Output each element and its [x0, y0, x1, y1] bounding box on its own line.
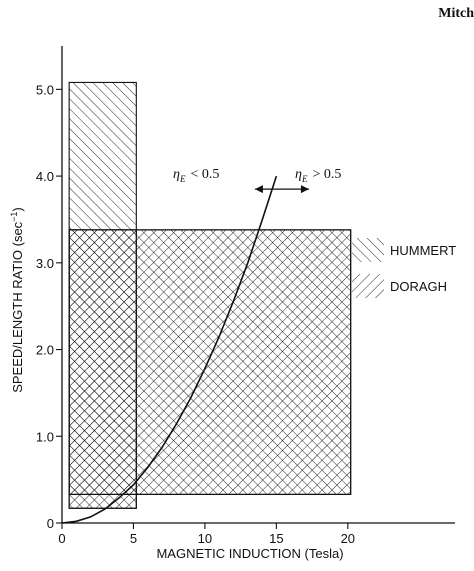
y-axis-title: SPEED/LENGTH RATIO (sec−1)	[9, 207, 25, 393]
annotation-right: ηE > 0.5	[295, 167, 341, 184]
y-tick-label-2.0: 2.0	[36, 343, 54, 358]
x-tick-label-15: 15	[269, 531, 283, 546]
y-tick-label-3.0: 3.0	[36, 256, 54, 271]
annotation-left: ηE < 0.5	[173, 167, 219, 184]
annotation-arrows	[254, 185, 309, 194]
x-tick-label-10: 10	[198, 531, 212, 546]
annotation-arrowhead-left	[254, 185, 263, 194]
axes	[61, 46, 455, 524]
region-doragh-3	[68, 229, 352, 495]
legend-item-hummert: HUMMERT	[352, 238, 456, 262]
efficiency-annotation: ηE < 0.5 ηE > 0.5	[173, 167, 341, 194]
legend-item-doragh: DORAGH	[352, 274, 447, 298]
y-tick-label-5.0: 5.0	[36, 82, 54, 97]
annotation-arrowhead-right	[300, 185, 309, 194]
x-tick-label-5: 5	[130, 531, 137, 546]
legend-swatch-doragh	[352, 274, 384, 298]
legend-swatch-hummert	[352, 238, 384, 262]
efficiency-curve	[61, 175, 278, 524]
legend-label-hummert: HUMMERT	[390, 243, 456, 258]
legend-label-doragh: DORAGH	[390, 279, 447, 294]
y-tick-label-0: 0	[47, 516, 54, 531]
hatched-regions	[68, 81, 352, 509]
y-tick-label-1.0: 1.0	[36, 429, 54, 444]
y-tick-label-4.0: 4.0	[36, 169, 54, 184]
x-axis-title: MAGNETIC INDUCTION (Tesla)	[156, 546, 343, 561]
running-head: Mitch	[438, 6, 474, 21]
x-tick-label-20: 20	[341, 531, 355, 546]
ticks: 0 5 10 15 20 0 1.0 2.0 3.0 4.0 5.0	[36, 82, 355, 546]
legend: HUMMERT DORAGH	[352, 238, 456, 298]
x-tick-label-0: 0	[58, 531, 65, 546]
